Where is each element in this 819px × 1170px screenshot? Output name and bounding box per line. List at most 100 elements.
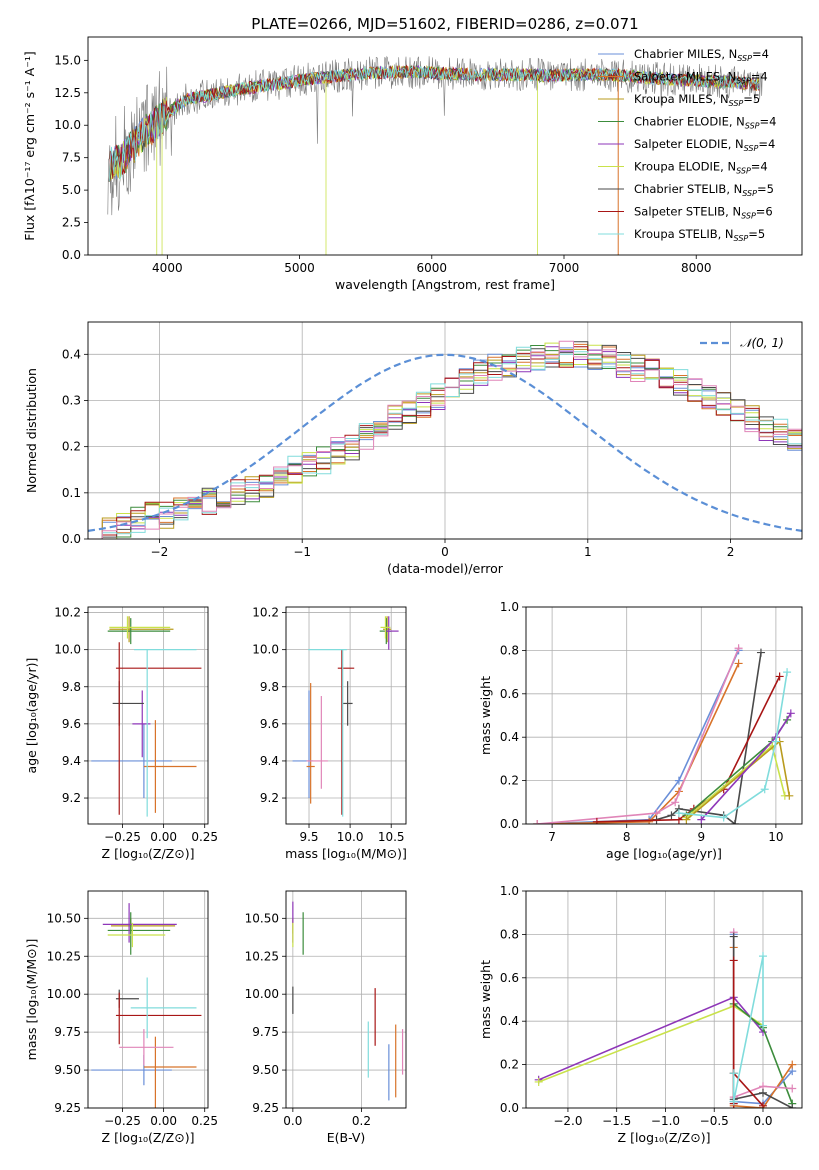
legend-subscript: SSP [729, 99, 744, 108]
legend-nssp: =4 [760, 115, 777, 129]
weight-marker [729, 932, 738, 941]
weight-line [732, 960, 764, 1107]
x-tick-label: −1 [293, 545, 311, 559]
y-tick-label: 0.1 [62, 486, 81, 500]
weight-marker [671, 798, 680, 807]
y-tick-label: 1.0 [500, 884, 519, 898]
x-tick-label: 8000 [681, 261, 712, 275]
y-tick-label: 9.4 [260, 754, 279, 768]
weight-line [656, 652, 762, 824]
y-tick-label: 9.4 [62, 754, 81, 768]
y-tick-label: 7.5 [62, 151, 81, 165]
panel-age-vs-mass: 9.5 10.0 10.5 9.2 9.4 9.6 9.8 10.0 10.2 mass [log… [252, 606, 407, 861]
weight-marker [775, 672, 784, 681]
x-tick-label: −2.0 [553, 1114, 582, 1128]
legend-entry: Salpeter MILES, NSSP=4 [634, 70, 768, 86]
legend-subscript: SSP [744, 144, 759, 153]
legend-label: Kroupa STELIB, N [634, 227, 734, 241]
legend-label: 𝒩(0, 1) [740, 336, 784, 350]
plot-area [107, 55, 763, 255]
y-tick-label: 12.5 [54, 86, 81, 100]
histogram-step [88, 343, 802, 539]
histogram-step [88, 340, 802, 539]
legend-entry: Kroupa ELODIE, NSSP=4 [634, 160, 768, 176]
x-axis-label: Z [log₁₀(Z/Z⊙)] [618, 1130, 711, 1145]
y-tick-label: 9.50 [252, 1063, 279, 1077]
weight-marker [697, 815, 706, 824]
plot-area [91, 616, 202, 817]
y-tick-label: 2.5 [62, 216, 81, 230]
figure-title: PLATE=0266, MJD=51602, FIBERID=0286, z=0… [251, 15, 638, 33]
plot-area [88, 340, 802, 539]
weight-marker [734, 659, 743, 668]
y-axis-label: mass weight [478, 960, 493, 1039]
weight-marker [729, 956, 738, 965]
weight-line [732, 955, 764, 1102]
x-tick-label: 0.2 [352, 1114, 371, 1128]
legend-nssp: =4 [751, 160, 768, 174]
y-tick-label: 10.0 [54, 118, 81, 132]
x-tick-label: −1.0 [651, 1114, 680, 1128]
y-tick-label: 9.6 [260, 717, 279, 731]
x-tick-label: 6000 [417, 261, 448, 275]
y-tick-label: 0.4 [62, 347, 81, 361]
legend-nssp: =4 [751, 70, 768, 84]
legend-entry: Chabrier STELIB, NSSP=5 [634, 182, 774, 198]
weight-marker [674, 776, 683, 785]
weight-line [537, 663, 740, 824]
x-tick-label: −0.25 [104, 1114, 141, 1128]
legend-subscript: SSP [741, 212, 756, 221]
weight-marker [788, 1060, 797, 1069]
weight-marker [682, 815, 691, 824]
histogram-step [88, 346, 802, 539]
legend-nssp: =6 [756, 205, 773, 219]
weight-marker [758, 1101, 767, 1108]
x-axis-label: wavelength [Angstrom, rest frame] [335, 277, 555, 292]
weight-marker [758, 1088, 767, 1097]
weight-marker [667, 811, 676, 820]
y-tick-label: 10.0 [252, 643, 279, 657]
weight-marker [533, 820, 542, 824]
x-tick-label: −2 [151, 545, 169, 559]
data-spectrum-line [107, 55, 763, 216]
panel-residuals: −2 −1 0 1 2 0.0 0.1 0.2 0.3 0.4 (data-model)/error… [24, 321, 803, 576]
legend-label: Salpeter MILES, N [634, 70, 736, 84]
histogram-step [88, 346, 802, 539]
x-tick-label: −0.25 [104, 830, 141, 844]
x-tick-label: 10.0 [337, 830, 364, 844]
x-tick-label: 5000 [284, 261, 315, 275]
legend-nssp: =5 [743, 92, 760, 106]
x-tick-label: 1 [584, 545, 592, 559]
y-tick-label: 0.0 [500, 817, 519, 831]
legend-label: Kroupa ELODIE, N [634, 160, 736, 174]
axes-frame [525, 890, 803, 1109]
legend-entry: Kroupa MILES, NSSP=5 [634, 92, 760, 108]
y-axis-label: Flux [fλ10⁻¹⁷ erg cm⁻² s⁻¹ A⁻¹] [22, 51, 37, 240]
y-tick-label: 9.6 [62, 717, 81, 731]
x-tick-label: 8 [623, 830, 631, 844]
x-axis-label: Z [log₁₀(Z/Z⊙)] [102, 1130, 195, 1145]
y-tick-label: 10.50 [47, 911, 81, 925]
panel-weight-vs-age: 7 8 9 10 0.0 0.2 0.4 0.6 0.8 1.0 age [log₁₀(age/yr… [478, 600, 803, 861]
legend-nssp: =4 [758, 137, 775, 151]
x-tick-label: 10 [768, 830, 783, 844]
x-tick-label: 0.25 [191, 1114, 218, 1128]
legend-subscript: SSP [736, 167, 751, 176]
y-tick-label: 0.4 [500, 1014, 519, 1028]
legend-nssp: =5 [748, 227, 765, 241]
legend-subscript: SSP [734, 234, 749, 243]
legend-label: Salpeter ELODIE, N [634, 137, 744, 151]
y-tick-label: 9.2 [260, 791, 279, 805]
histogram-step [88, 342, 802, 539]
legend-entry: Kroupa STELIB, NSSP=5 [634, 227, 765, 243]
weight-marker [771, 737, 780, 746]
y-tick-label: 9.25 [252, 1101, 279, 1115]
y-tick-label: 0.6 [500, 971, 519, 985]
y-tick-label: 0.4 [500, 730, 519, 744]
weight-marker [674, 809, 683, 818]
legend-label: Chabrier STELIB, N [634, 182, 742, 196]
y-axis-label: mass [log₁₀(M/M⊙)] [24, 939, 39, 1061]
x-axis-label: E(B-V) [327, 1130, 366, 1145]
legend-label: Chabrier MILES, N [634, 47, 737, 61]
